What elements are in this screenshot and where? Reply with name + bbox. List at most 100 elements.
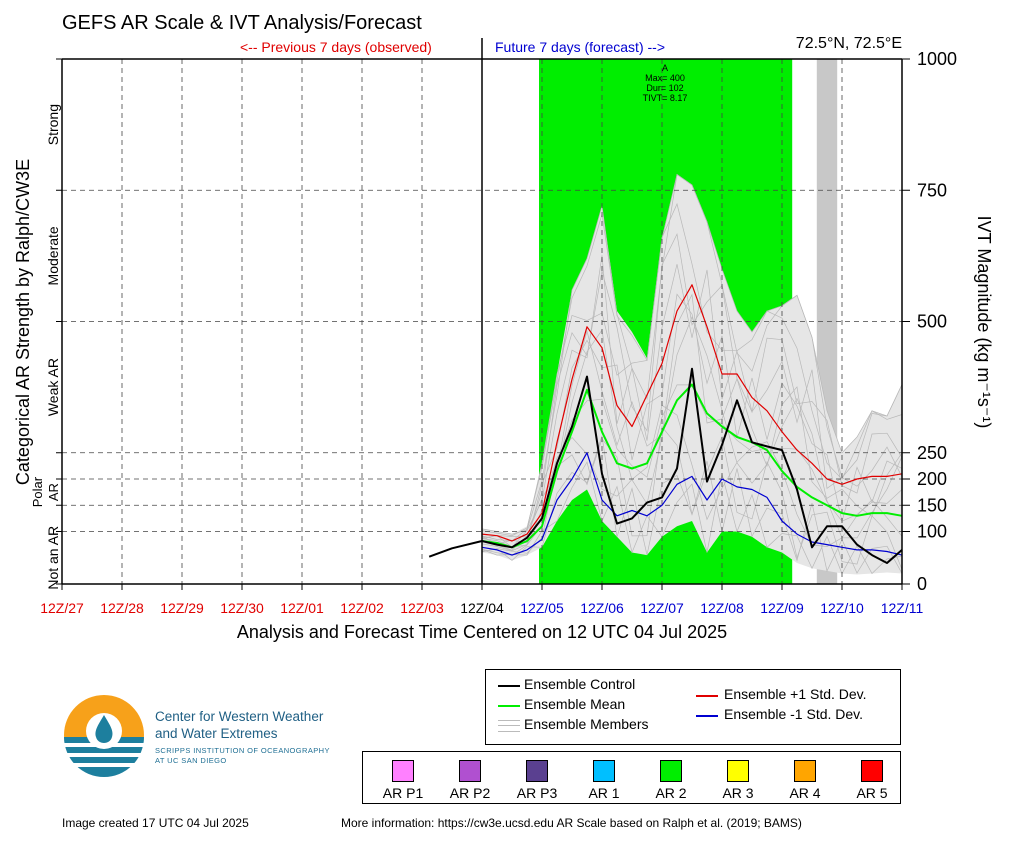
legend-mean: Ensemble Mean bbox=[524, 696, 626, 712]
category-label: Weak AR bbox=[45, 358, 61, 416]
created-timestamp: Image created 17 UTC 04 Jul 2025 bbox=[62, 816, 249, 830]
ar-scale-item: AR 2 bbox=[641, 760, 701, 801]
legend-swatch-members-mid bbox=[498, 725, 520, 726]
x-tick-label: 12Z/08 bbox=[700, 600, 744, 616]
ar-scale-swatch bbox=[593, 760, 615, 782]
x-tick-label: 12Z/02 bbox=[340, 600, 384, 616]
logo-icon bbox=[64, 695, 144, 777]
series-lines bbox=[428, 284, 903, 564]
category-label: Strong bbox=[45, 104, 61, 145]
category-label: Not an AR bbox=[45, 526, 61, 590]
legend-plus-std: Ensemble +1 Std. Dev. bbox=[724, 686, 867, 702]
annotation-line: A bbox=[662, 63, 668, 73]
ar-scale-item: AR P3 bbox=[507, 760, 567, 801]
org-name-line1: Center for Western Weather bbox=[155, 709, 324, 724]
y-tick-label: 0 bbox=[917, 574, 927, 594]
ar-scale-label: AR 3 bbox=[722, 785, 754, 801]
future-days-label: Future 7 days (forecast) --> bbox=[495, 39, 666, 55]
x-tick-label: 12Z/27 bbox=[40, 600, 84, 616]
legend-swatch-control bbox=[498, 685, 520, 687]
mean-line bbox=[481, 383, 903, 549]
ar-scale-label: AR 4 bbox=[789, 785, 821, 801]
x-tick-label: 12Z/09 bbox=[760, 600, 804, 616]
previous-days-label: <-- Previous 7 days (observed) bbox=[240, 39, 432, 55]
y-axis-left-label: Categorical AR Strength by Ralph/CW3E bbox=[13, 159, 33, 485]
x-axis-label: Analysis and Forecast Time Centered on 1… bbox=[236, 622, 728, 642]
tick-labels: 12Z/27 12Z/28 12Z/29 12Z/30 12Z/01 12Z/02 12Z/… bbox=[40, 49, 957, 616]
legend-swatch-minus-std bbox=[696, 715, 718, 717]
annotation-line: Max= 400 bbox=[645, 73, 685, 83]
x-tick-label: 12Z/07 bbox=[640, 600, 684, 616]
annotation-line: Dur= 102 bbox=[646, 83, 683, 93]
ar-scale-swatch bbox=[459, 760, 481, 782]
y-tick-label: 250 bbox=[917, 443, 947, 463]
org-sub-line2: AT UC SAN DIEGO bbox=[155, 756, 227, 765]
ar-scale-swatch bbox=[660, 760, 682, 782]
y-tick-label: 150 bbox=[917, 495, 947, 515]
ar-scale-label: AR 5 bbox=[856, 785, 888, 801]
ar-scale-label: AR 1 bbox=[588, 785, 620, 801]
x-tick-label: 12Z/28 bbox=[100, 600, 144, 616]
x-tick-label: 12Z/10 bbox=[820, 600, 864, 616]
category-label: Polar bbox=[30, 476, 45, 507]
ar-scale-item: AR P1 bbox=[373, 760, 433, 801]
legend-members: Ensemble Members bbox=[524, 716, 649, 732]
category-labels: Not an AR Polar AR Weak AR Moderate Strong bbox=[30, 104, 61, 590]
ar-scale-swatch bbox=[526, 760, 548, 782]
plus-std-line bbox=[481, 284, 903, 542]
minus-std-line bbox=[481, 452, 903, 556]
y-tick-label: 750 bbox=[917, 180, 947, 200]
ensemble-member-line bbox=[481, 461, 903, 575]
x-tick-label: 12Z/29 bbox=[160, 600, 204, 616]
ar-scale-item: AR 5 bbox=[842, 760, 902, 801]
legend-minus-std: Ensemble -1 Std. Dev. bbox=[724, 706, 864, 722]
ar-scale-label: AR P1 bbox=[382, 785, 424, 801]
ensemble-member-line bbox=[481, 202, 903, 542]
ar-scale-label: AR P3 bbox=[516, 785, 558, 801]
series-legend: Ensemble Control Ensemble Mean Ensemble … bbox=[485, 669, 901, 745]
ar-scale-swatch bbox=[794, 760, 816, 782]
ar-scale-item: AR 1 bbox=[574, 760, 634, 801]
ar-scale-item: AR 3 bbox=[708, 760, 768, 801]
ar-scale-legend: AR P1 AR P2 AR P3 AR 1 AR 2 AR 3 AR 4 AR 5 bbox=[362, 751, 901, 804]
x-tick-label: 12Z/06 bbox=[580, 600, 624, 616]
ensemble-member-line bbox=[481, 404, 903, 556]
ar-scale-swatch bbox=[861, 760, 883, 782]
y-tick-label: 1000 bbox=[917, 49, 957, 69]
legend-control: Ensemble Control bbox=[524, 676, 636, 692]
control-line bbox=[428, 367, 903, 564]
ensemble-member-line bbox=[481, 293, 903, 545]
legend-swatch-members bbox=[498, 720, 520, 732]
y-tick-label: 500 bbox=[917, 312, 947, 332]
ar-scale-label: AR P2 bbox=[449, 785, 491, 801]
x-tick-label: 12Z/03 bbox=[400, 600, 444, 616]
x-tick-label: 12Z/11 bbox=[881, 600, 924, 616]
location-label: 72.5°N, 72.5°E bbox=[795, 35, 902, 52]
legend-swatch-mean bbox=[498, 705, 520, 707]
category-label: AR bbox=[46, 483, 61, 501]
ar-scale-swatch bbox=[727, 760, 749, 782]
ensemble-member-line bbox=[481, 232, 903, 540]
gridlines bbox=[62, 59, 902, 584]
x-tick-label: 12Z/30 bbox=[220, 600, 264, 616]
legend-swatch-plus-std bbox=[696, 695, 718, 697]
ar-scale-swatch bbox=[392, 760, 414, 782]
annotation-line: TIVT= 8.17 bbox=[643, 93, 688, 103]
ensemble-member-line bbox=[481, 173, 903, 535]
y-axis-right-label: IVT Magnitude (kg m⁻¹s⁻¹) bbox=[974, 216, 994, 429]
y-tick-label: 200 bbox=[917, 469, 947, 489]
org-sub-line1: SCRIPPS INSTITUTION OF OCEANOGRAPHY bbox=[155, 746, 330, 755]
x-tick-label: 12Z/05 bbox=[520, 600, 564, 616]
cw3e-logo: Center for Western Weather and Water Ext… bbox=[62, 693, 362, 783]
ensemble-member-line bbox=[481, 255, 903, 548]
ar-scale-item: AR P2 bbox=[440, 760, 500, 801]
x-tick-label: 12Z/04 bbox=[460, 600, 504, 616]
ar-scale-item: AR 4 bbox=[775, 760, 835, 801]
x-tick-label: 12Z/01 bbox=[280, 600, 324, 616]
more-info-text: More information: https://cw3e.ucsd.edu … bbox=[341, 816, 802, 830]
y-tick-label: 100 bbox=[917, 522, 947, 542]
category-label: Moderate bbox=[45, 226, 61, 285]
ar-scale-label: AR 2 bbox=[655, 785, 687, 801]
